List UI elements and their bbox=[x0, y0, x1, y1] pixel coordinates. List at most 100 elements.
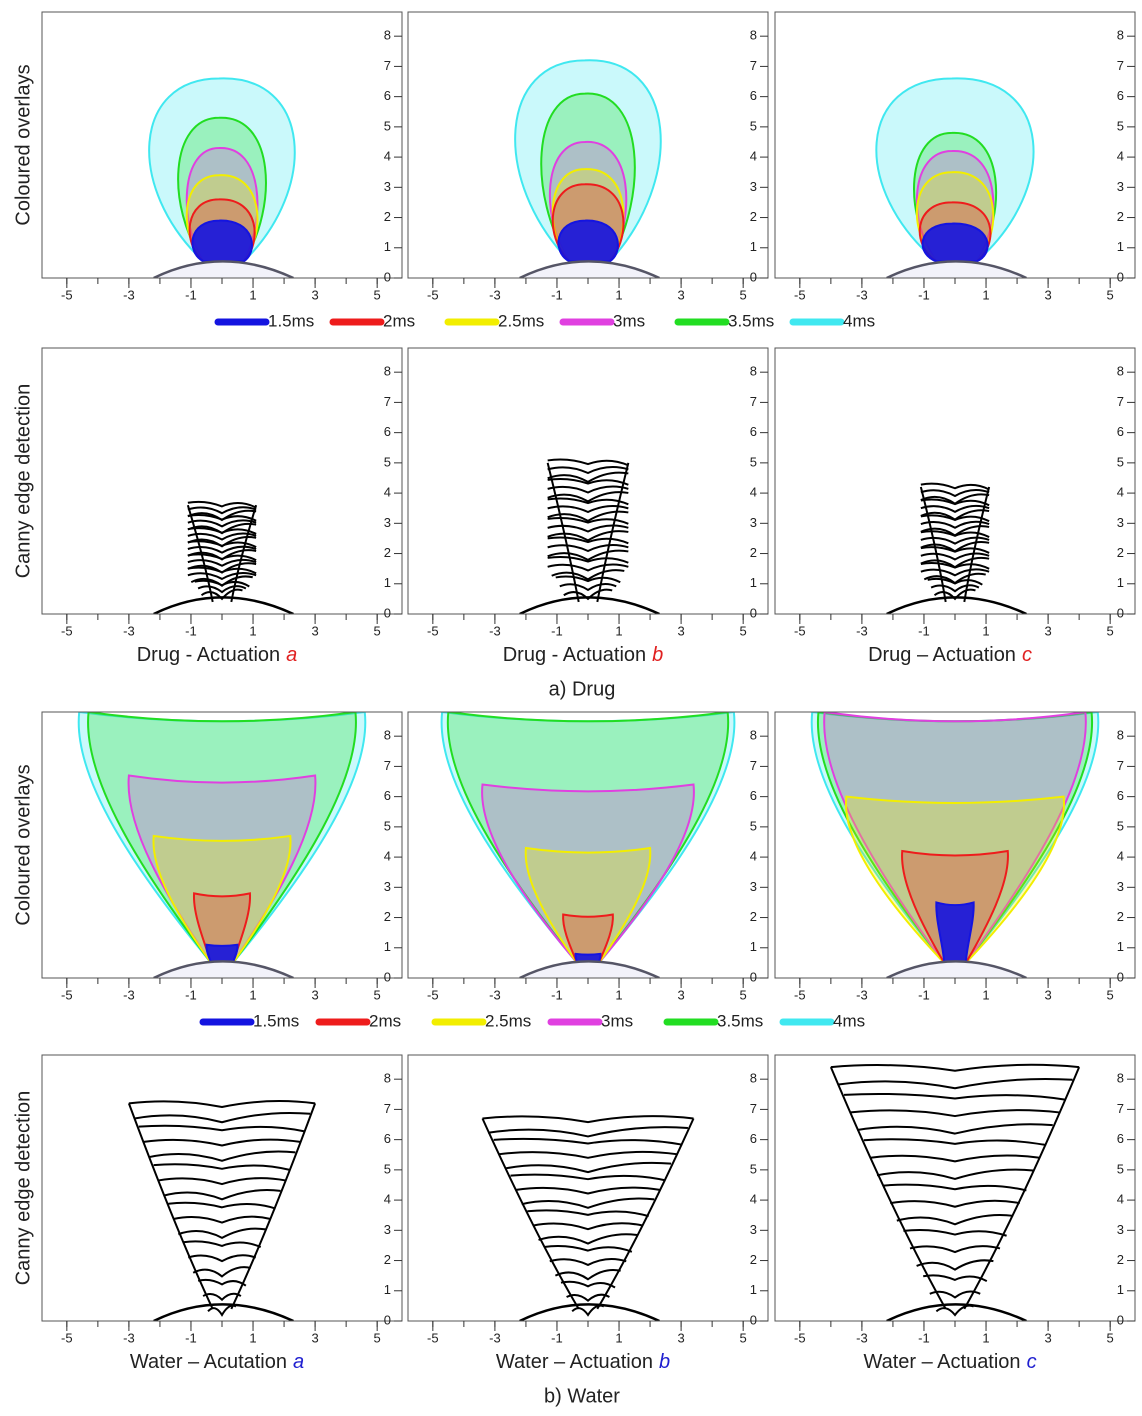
x-tick-label: -1 bbox=[918, 287, 930, 302]
legend-label: 2ms bbox=[369, 1011, 401, 1030]
y-tick-label: 1 bbox=[750, 939, 757, 954]
x-tick-label: 3 bbox=[677, 287, 684, 302]
panel-title: Drug – Actuationc bbox=[868, 644, 1032, 666]
y-tick-label: 8 bbox=[1117, 28, 1124, 43]
edge-contour bbox=[533, 1223, 643, 1229]
y-tick-label: 6 bbox=[384, 424, 391, 439]
x-tick-label: -1 bbox=[185, 1330, 197, 1345]
plot-area bbox=[129, 1101, 315, 1321]
edge-contour bbox=[129, 1101, 315, 1107]
row-label: Coloured overlays bbox=[12, 64, 34, 225]
x-tick-label: -1 bbox=[551, 1330, 563, 1345]
y-tick-label: 2 bbox=[1117, 545, 1124, 560]
edge-contour bbox=[890, 1201, 1020, 1207]
x-tick-label: 3 bbox=[311, 987, 318, 1002]
y-tick-label: 6 bbox=[384, 1131, 391, 1146]
plot-area bbox=[149, 78, 295, 278]
panel-title: Drug - Actuationb bbox=[503, 644, 664, 666]
edge-contour bbox=[831, 1065, 1079, 1071]
x-tick-label: -3 bbox=[123, 1330, 135, 1345]
edge-contour bbox=[870, 1155, 1039, 1161]
y-tick-label: 7 bbox=[750, 1101, 757, 1116]
edge-contour bbox=[488, 1127, 688, 1136]
y-tick-label: 7 bbox=[384, 758, 391, 773]
edge-contour bbox=[173, 1217, 270, 1223]
edge-contour bbox=[183, 1241, 260, 1247]
y-tick-label: 6 bbox=[1117, 1131, 1124, 1146]
x-tick-label: 3 bbox=[311, 1330, 318, 1345]
y-tick-label: 1 bbox=[1117, 239, 1124, 254]
x-tick-label: 3 bbox=[311, 623, 318, 638]
plot-area bbox=[520, 460, 660, 614]
y-tick-label: 1 bbox=[1117, 939, 1124, 954]
panel-title-text: Drug – Actuation bbox=[868, 644, 1016, 666]
y-tick-label: 8 bbox=[384, 28, 391, 43]
x-tick-label: -5 bbox=[427, 287, 439, 302]
edge-contour bbox=[505, 1163, 671, 1172]
plot-area bbox=[515, 60, 661, 278]
overlay-region bbox=[192, 221, 252, 262]
y-tick-label: 5 bbox=[1117, 118, 1124, 133]
y-tick-label: 0 bbox=[1117, 969, 1124, 984]
panel-title-text: Water – Actuation bbox=[863, 1351, 1020, 1373]
x-tick-label: -1 bbox=[918, 623, 930, 638]
x-tick-label: 5 bbox=[740, 623, 747, 638]
y-tick-label: 4 bbox=[750, 849, 757, 864]
x-tick-label: 3 bbox=[1044, 1330, 1051, 1345]
legend-label: 3ms bbox=[613, 311, 645, 330]
y-tick-label: 4 bbox=[1117, 149, 1124, 164]
y-tick-label: 7 bbox=[1117, 58, 1124, 73]
y-tick-label: 0 bbox=[384, 1312, 391, 1327]
legend-label: 1.5ms bbox=[253, 1011, 299, 1030]
edge-side bbox=[964, 1067, 1079, 1309]
x-tick-label: 5 bbox=[1107, 623, 1114, 638]
panel-title-text: Drug - Actuation bbox=[137, 644, 280, 666]
x-tick-label: -5 bbox=[794, 623, 806, 638]
panel: -5-3-1135012345678Drug - Actuationa bbox=[42, 348, 402, 666]
x-tick-label: 1 bbox=[249, 987, 256, 1002]
y-tick-label: 5 bbox=[750, 1161, 757, 1176]
y-tick-label: 4 bbox=[384, 1192, 391, 1207]
plot-area bbox=[831, 1065, 1079, 1321]
y-tick-label: 1 bbox=[1117, 1282, 1124, 1297]
panel-title-text: Drug - Actuation bbox=[503, 644, 646, 666]
legend-label: 1.5ms bbox=[268, 311, 314, 330]
nozzle bbox=[154, 961, 294, 978]
x-tick-label: -1 bbox=[551, 623, 563, 638]
edge-contour bbox=[917, 1260, 994, 1269]
x-tick-label: 1 bbox=[982, 623, 989, 638]
y-tick-label: 8 bbox=[1117, 728, 1124, 743]
x-tick-label: -5 bbox=[61, 987, 73, 1002]
panel-title-text: Water – Actuation bbox=[496, 1351, 653, 1373]
x-tick-label: -3 bbox=[856, 287, 868, 302]
x-tick-label: 1 bbox=[615, 987, 622, 1002]
y-tick-label: 8 bbox=[1117, 1071, 1124, 1086]
x-tick-label: -3 bbox=[856, 623, 868, 638]
x-tick-label: -5 bbox=[427, 623, 439, 638]
panel-frame bbox=[42, 1055, 402, 1321]
y-tick-label: 6 bbox=[1117, 788, 1124, 803]
edge-contour bbox=[877, 1170, 1033, 1179]
x-tick-label: 5 bbox=[740, 1330, 747, 1345]
nozzle bbox=[520, 597, 660, 614]
plot-area bbox=[442, 712, 735, 978]
y-tick-label: 0 bbox=[750, 269, 757, 284]
y-tick-label: 8 bbox=[1117, 364, 1124, 379]
y-tick-label: 4 bbox=[384, 485, 391, 500]
y-tick-label: 6 bbox=[384, 788, 391, 803]
x-tick-label: -5 bbox=[61, 623, 73, 638]
nozzle bbox=[154, 261, 294, 278]
x-tick-label: -3 bbox=[856, 1330, 868, 1345]
overlay-region bbox=[923, 224, 988, 262]
legend-label: 4ms bbox=[843, 311, 875, 330]
y-tick-label: 8 bbox=[750, 1071, 757, 1086]
panel-tag: b bbox=[659, 1351, 670, 1373]
y-tick-label: 2 bbox=[384, 209, 391, 224]
y-tick-label: 5 bbox=[384, 454, 391, 469]
edge-contour bbox=[154, 1164, 291, 1170]
figure: Coloured overlays -5 -3 -1 1 3 5 0 1 2 3 4 5 6 7 8 -5 -3 -… bbox=[0, 0, 1142, 1416]
y-tick-label: 5 bbox=[1117, 454, 1124, 469]
x-tick-label: -1 bbox=[918, 1330, 930, 1345]
